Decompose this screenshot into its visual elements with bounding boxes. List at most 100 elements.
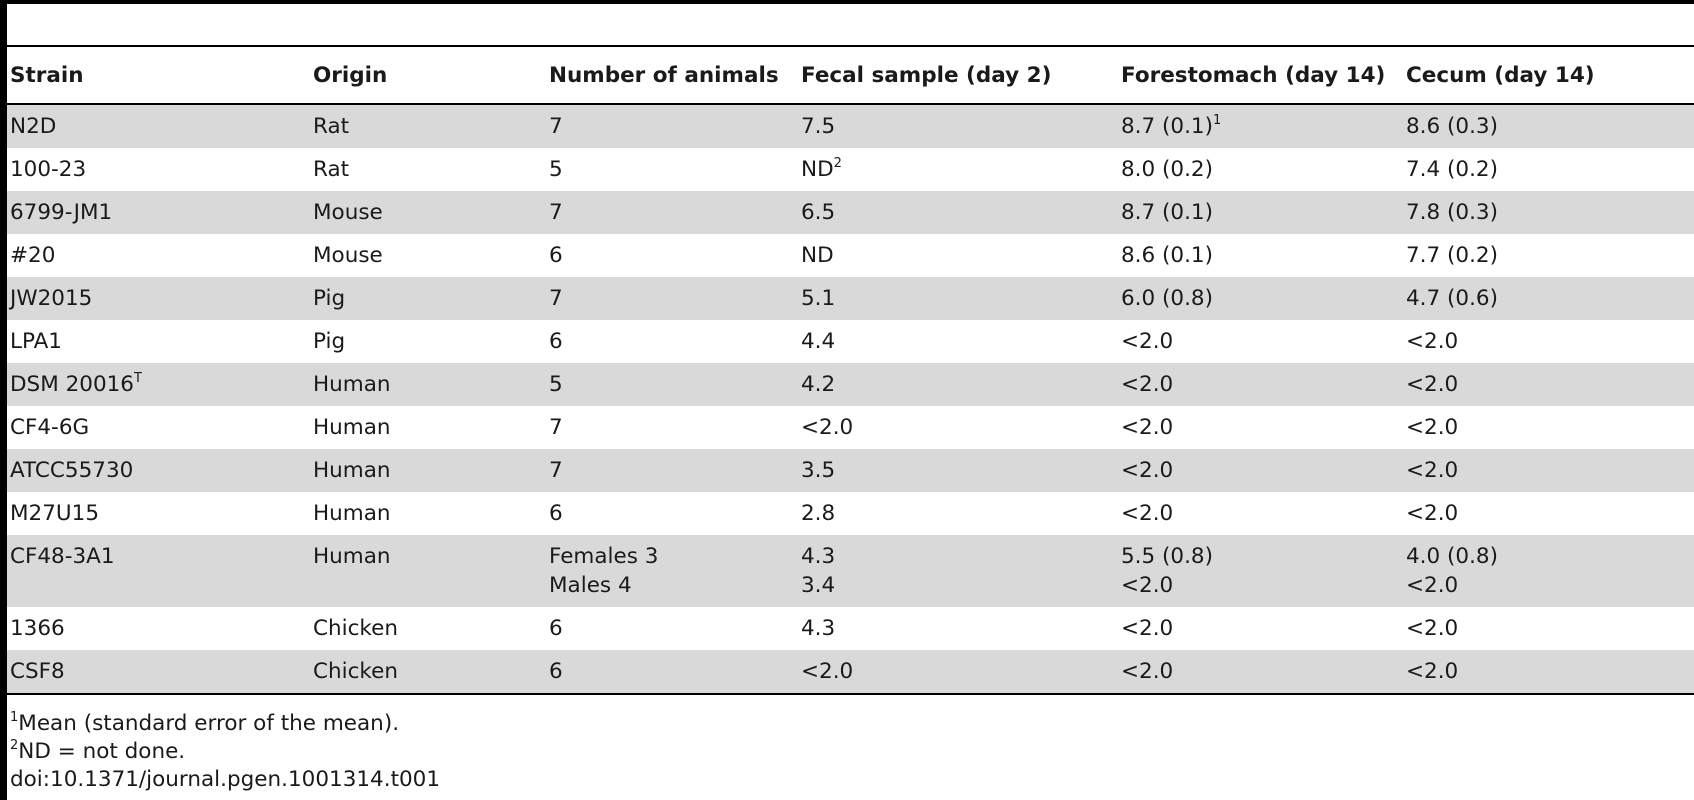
footnote-marker: 1 [1213, 113, 1222, 128]
cell-cecum: 4.0 (0.8) <2.0 [1403, 535, 1694, 607]
cell-value-wrap: ND2 [801, 148, 1118, 191]
cell-value: #20 [10, 243, 56, 268]
table-row: 1366 Chicken 6 4.3 <2.0 <2.0 [7, 607, 1694, 650]
cell-cecum: <2.0 [1403, 607, 1694, 650]
cell-value: Human [313, 544, 391, 569]
cell-value: 7 [549, 458, 563, 483]
header-fecal-sample: Fecal sample (day 2) [798, 47, 1118, 105]
cell-value: 4.3 [801, 616, 836, 641]
cell-number-of-animals: 6 [546, 320, 798, 363]
cell-value: ATCC55730 [10, 458, 134, 483]
cell-origin: Human [310, 535, 546, 607]
cell-fecal-sample: <2.0 [798, 650, 1118, 695]
table-top-rule [7, 45, 1694, 47]
cell-forestomach: <2.0 [1118, 607, 1403, 650]
cell-value: 2.8 [801, 501, 836, 526]
cell-value: N2D [10, 114, 57, 139]
footnote-text: ND = not done. [18, 739, 186, 764]
cell-value: 6799-JM1 [10, 200, 113, 225]
cell-strain: ATCC55730 [7, 449, 310, 492]
cell-value: 7 [549, 114, 563, 139]
cell-value: <2.0 [1406, 659, 1459, 684]
cell-number-of-animals: 7 [546, 191, 798, 234]
cell-strain: M27U15 [7, 492, 310, 535]
cell-value: 8.7 (0.1) [1121, 200, 1213, 225]
header-strain: Strain [7, 47, 310, 105]
cell-value: <2.0 [1406, 616, 1459, 641]
cell-value: 6 [549, 659, 563, 684]
cell-value: <2.0 [1406, 372, 1459, 397]
cell-value: 6.5 [801, 200, 836, 225]
cell-number-of-animals: 6 [546, 607, 798, 650]
cell-strain: 6799-JM1 [7, 191, 310, 234]
table-row: CF4-6G Human 7 <2.0 <2.0 <2.0 [7, 406, 1694, 449]
footnote-text: Mean (standard error of the mean). [18, 711, 400, 736]
cell-value: LPA1 [10, 329, 62, 354]
table-header-row: Strain Origin Number of animals Fecal sa… [7, 47, 1694, 105]
cell-fecal-sample: 4.4 [798, 320, 1118, 363]
cell-value: M27U15 [10, 501, 100, 526]
cell-value: <2.0 [1121, 372, 1174, 397]
cell-origin: Rat [310, 104, 546, 148]
table-row: 6799-JM1 Mouse 7 6.5 8.7 (0.1) 7.8 (0.3) [7, 191, 1694, 234]
data-table: Strain Origin Number of animals Fecal sa… [7, 47, 1694, 695]
cell-cecum: 7.7 (0.2) [1403, 234, 1694, 277]
footnote-marker: 2 [10, 738, 19, 753]
cell-fecal-sample: 4.2 [798, 363, 1118, 406]
cell-value: 7.8 (0.3) [1406, 200, 1498, 225]
cell-forestomach: <2.0 [1118, 320, 1403, 363]
table-body: N2D Rat 7 7.5 8.7 (0.1)1 8.6 (0.3) 100-23 Rat 5 N… [7, 104, 1694, 695]
cell-value: 6.0 (0.8) [1121, 286, 1213, 311]
footnote-marker: 2 [833, 156, 842, 171]
cell-forestomach: 8.7 (0.1)1 [1118, 104, 1403, 148]
cell-fecal-sample: <2.0 [798, 406, 1118, 449]
cell-forestomach: <2.0 [1118, 406, 1403, 449]
cell-number-of-animals: 6 [546, 650, 798, 695]
table-row: ATCC55730 Human 7 3.5 <2.0 <2.0 [7, 449, 1694, 492]
doi-line: doi:10.1371/journal.pgen.1001314.t001 [10, 767, 441, 792]
cell-value: <2.0 [1406, 329, 1459, 354]
cell-cecum: <2.0 [1403, 406, 1694, 449]
cell-origin: Pig [310, 320, 546, 363]
cell-value: Males 4 [549, 573, 632, 598]
cell-value: 6 [549, 501, 563, 526]
cell-value: 4.0 (0.8) [1406, 544, 1498, 569]
cell-fecal-sample: 3.5 [798, 449, 1118, 492]
cell-cecum: 8.6 (0.3) [1403, 104, 1694, 148]
cell-origin: Pig [310, 277, 546, 320]
cell-value: 6 [549, 329, 563, 354]
cell-value: 8.7 (0.1) [1121, 114, 1213, 139]
cell-origin: Mouse [310, 234, 546, 277]
header-number-of-animals: Number of animals [546, 47, 798, 105]
cell-value: <2.0 [801, 659, 854, 684]
cell-fecal-sample: 4.3 [798, 607, 1118, 650]
table-row: CSF8 Chicken 6 <2.0 <2.0 <2.0 [7, 650, 1694, 695]
cell-value: 4.4 [801, 329, 836, 354]
cell-forestomach: 8.6 (0.1) [1118, 234, 1403, 277]
cell-value: 5 [549, 372, 563, 397]
cell-value: 7 [549, 200, 563, 225]
cell-value: 1366 [10, 616, 65, 641]
cell-value: Chicken [313, 616, 398, 641]
cell-fecal-sample: 4.3 3.4 [798, 535, 1118, 607]
footnote-1: 1Mean (standard error of the mean). [10, 710, 440, 738]
cell-value: Chicken [313, 659, 398, 684]
cell-value: CF4-6G [10, 415, 90, 440]
cell-strain: CF4-6G [7, 406, 310, 449]
cell-value: DSM 20016 [10, 372, 134, 397]
cell-value: 8.6 (0.3) [1406, 114, 1498, 139]
cell-strain: LPA1 [7, 320, 310, 363]
cell-value: Mouse [313, 200, 383, 225]
cell-value: 7 [549, 286, 563, 311]
cell-value: <2.0 [1406, 458, 1459, 483]
cell-forestomach: 5.5 (0.8) <2.0 [1118, 535, 1403, 607]
cell-value: CSF8 [10, 659, 65, 684]
cell-value: 7 [549, 415, 563, 440]
cell-number-of-animals: 7 [546, 406, 798, 449]
cell-value: Females 3 [549, 544, 659, 569]
cell-number-of-animals: 5 [546, 148, 798, 191]
cell-value: <2.0 [1406, 501, 1459, 526]
table-row: N2D Rat 7 7.5 8.7 (0.1)1 8.6 (0.3) [7, 104, 1694, 148]
cell-value: Pig [313, 329, 346, 354]
